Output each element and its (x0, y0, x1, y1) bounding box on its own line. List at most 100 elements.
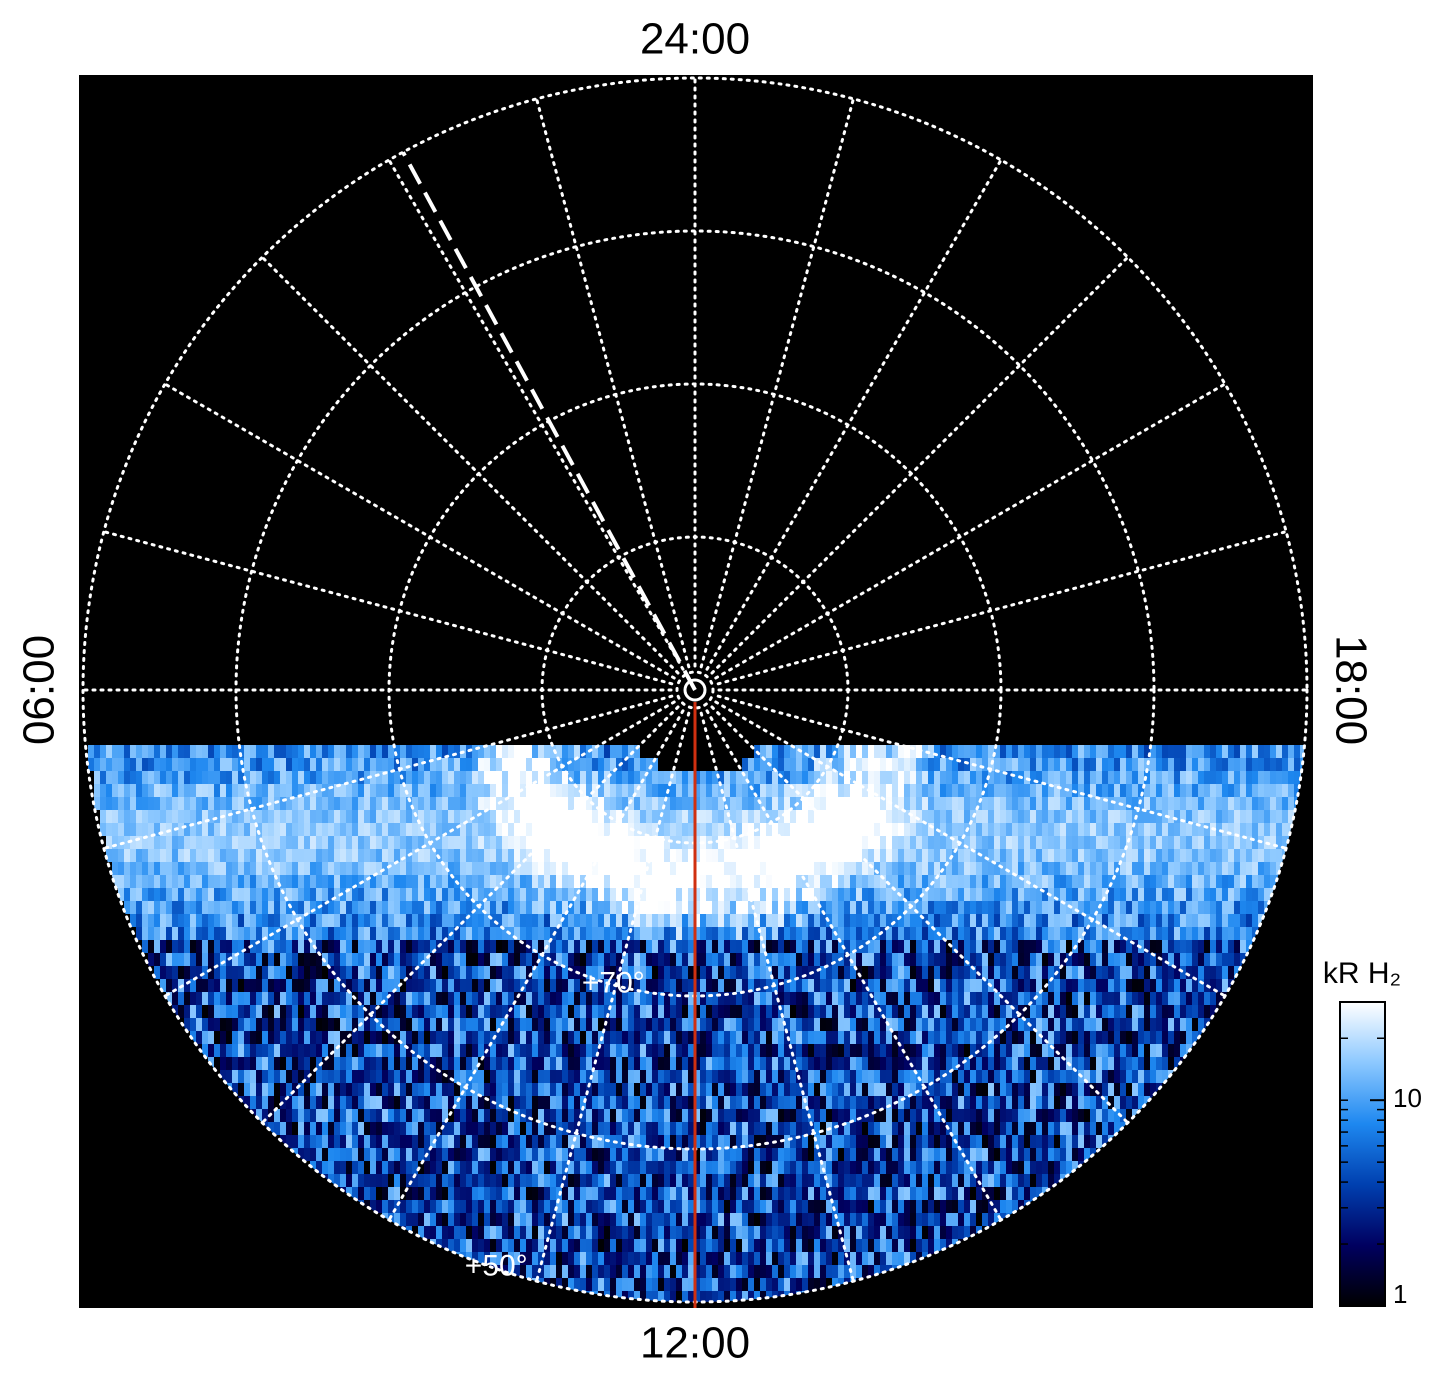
emission-pixel (514, 784, 520, 797)
emission-pixel (1006, 1057, 1015, 1070)
emission-pixel (1102, 875, 1108, 888)
emission-pixel (706, 823, 712, 836)
emission-pixel (1264, 797, 1270, 810)
emission-pixel (964, 810, 970, 823)
emission-pixel (616, 849, 622, 862)
emission-pixel (880, 875, 886, 888)
emission-pixel (1114, 771, 1120, 784)
emission-pixel (724, 1070, 733, 1083)
emission-pixel (886, 836, 892, 849)
emission-pixel (1018, 1070, 1027, 1083)
emission-pixel (940, 849, 946, 862)
emission-pixel (970, 914, 976, 927)
emission-pixel (682, 901, 688, 914)
emission-pixel (1294, 745, 1300, 758)
emission-pixel (964, 927, 970, 940)
emission-pixel (598, 1070, 607, 1083)
emission-pixel (694, 836, 700, 849)
emission-pixel (310, 914, 316, 927)
emission-pixel (136, 823, 142, 836)
emission-pixel (814, 836, 820, 849)
emission-pixel (496, 771, 502, 784)
emission-pixel (982, 979, 991, 992)
emission-pixel (1090, 862, 1096, 875)
emission-pixel (550, 914, 556, 927)
emission-pixel (580, 992, 589, 1005)
emission-pixel (442, 745, 448, 758)
emission-pixel (970, 862, 976, 875)
emission-pixel (1216, 849, 1222, 862)
emission-pixel (550, 1070, 559, 1083)
emission-pixel (394, 992, 403, 1005)
emission-pixel (190, 810, 196, 823)
emission-pixel (664, 901, 670, 914)
emission-pixel (892, 745, 898, 758)
emission-pixel (184, 888, 190, 901)
emission-pixel (310, 823, 316, 836)
emission-pixel (196, 953, 205, 966)
emission-pixel (1108, 875, 1114, 888)
emission-pixel (628, 966, 637, 979)
emission-pixel (964, 797, 970, 810)
emission-pixel (964, 875, 970, 888)
emission-pixel (334, 771, 340, 784)
emission-pixel (550, 823, 556, 836)
emission-pixel (898, 745, 904, 758)
emission-pixel (460, 953, 469, 966)
emission-pixel (868, 1070, 877, 1083)
emission-pixel (286, 979, 295, 992)
emission-pixel (334, 1057, 343, 1070)
emission-pixel (490, 862, 496, 875)
emission-pixel (1192, 810, 1198, 823)
emission-pixel (1138, 953, 1147, 966)
emission-pixel (430, 1031, 439, 1044)
emission-pixel (946, 823, 952, 836)
emission-pixel (784, 1057, 793, 1070)
emission-pixel (844, 875, 850, 888)
emission-pixel (124, 810, 130, 823)
emission-pixel (202, 810, 208, 823)
emission-pixel (1054, 1018, 1063, 1031)
emission-pixel (952, 966, 961, 979)
emission-pixel (952, 1005, 961, 1018)
emission-pixel (496, 1018, 505, 1031)
emission-pixel (1168, 901, 1174, 914)
emission-pixel (1090, 1005, 1099, 1018)
emission-pixel (466, 836, 472, 849)
emission-pixel (688, 953, 697, 966)
emission-pixel (532, 1044, 541, 1057)
emission-pixel (334, 1044, 343, 1057)
emission-pixel (1024, 953, 1033, 966)
emission-pixel (112, 784, 118, 797)
emission-pixel (544, 1070, 553, 1083)
emission-pixel (910, 745, 916, 758)
emission-pixel (742, 940, 751, 953)
emission-pixel (502, 771, 508, 784)
emission-pixel (916, 823, 922, 836)
emission-pixel (892, 953, 901, 966)
emission-pixel (880, 992, 889, 1005)
emission-pixel (916, 810, 922, 823)
emission-pixel (1228, 888, 1234, 901)
emission-pixel (574, 849, 580, 862)
emission-pixel (304, 992, 313, 1005)
emission-pixel (556, 797, 562, 810)
emission-pixel (1138, 1044, 1147, 1057)
emission-pixel (874, 745, 880, 758)
emission-pixel (1174, 849, 1180, 862)
emission-pixel (262, 1005, 271, 1018)
emission-pixel (580, 1083, 589, 1096)
emission-pixel (226, 1018, 235, 1031)
emission-pixel (892, 992, 901, 1005)
emission-pixel (154, 758, 160, 771)
emission-pixel (1174, 1044, 1183, 1057)
emission-pixel (454, 888, 460, 901)
emission-pixel (1054, 862, 1060, 875)
emission-pixel (1240, 901, 1246, 914)
emission-pixel (484, 1031, 493, 1044)
emission-pixel (580, 940, 589, 953)
emission-pixel (610, 1031, 619, 1044)
emission-pixel (124, 862, 130, 875)
emission-pixel (772, 849, 778, 862)
emission-pixel (796, 797, 802, 810)
